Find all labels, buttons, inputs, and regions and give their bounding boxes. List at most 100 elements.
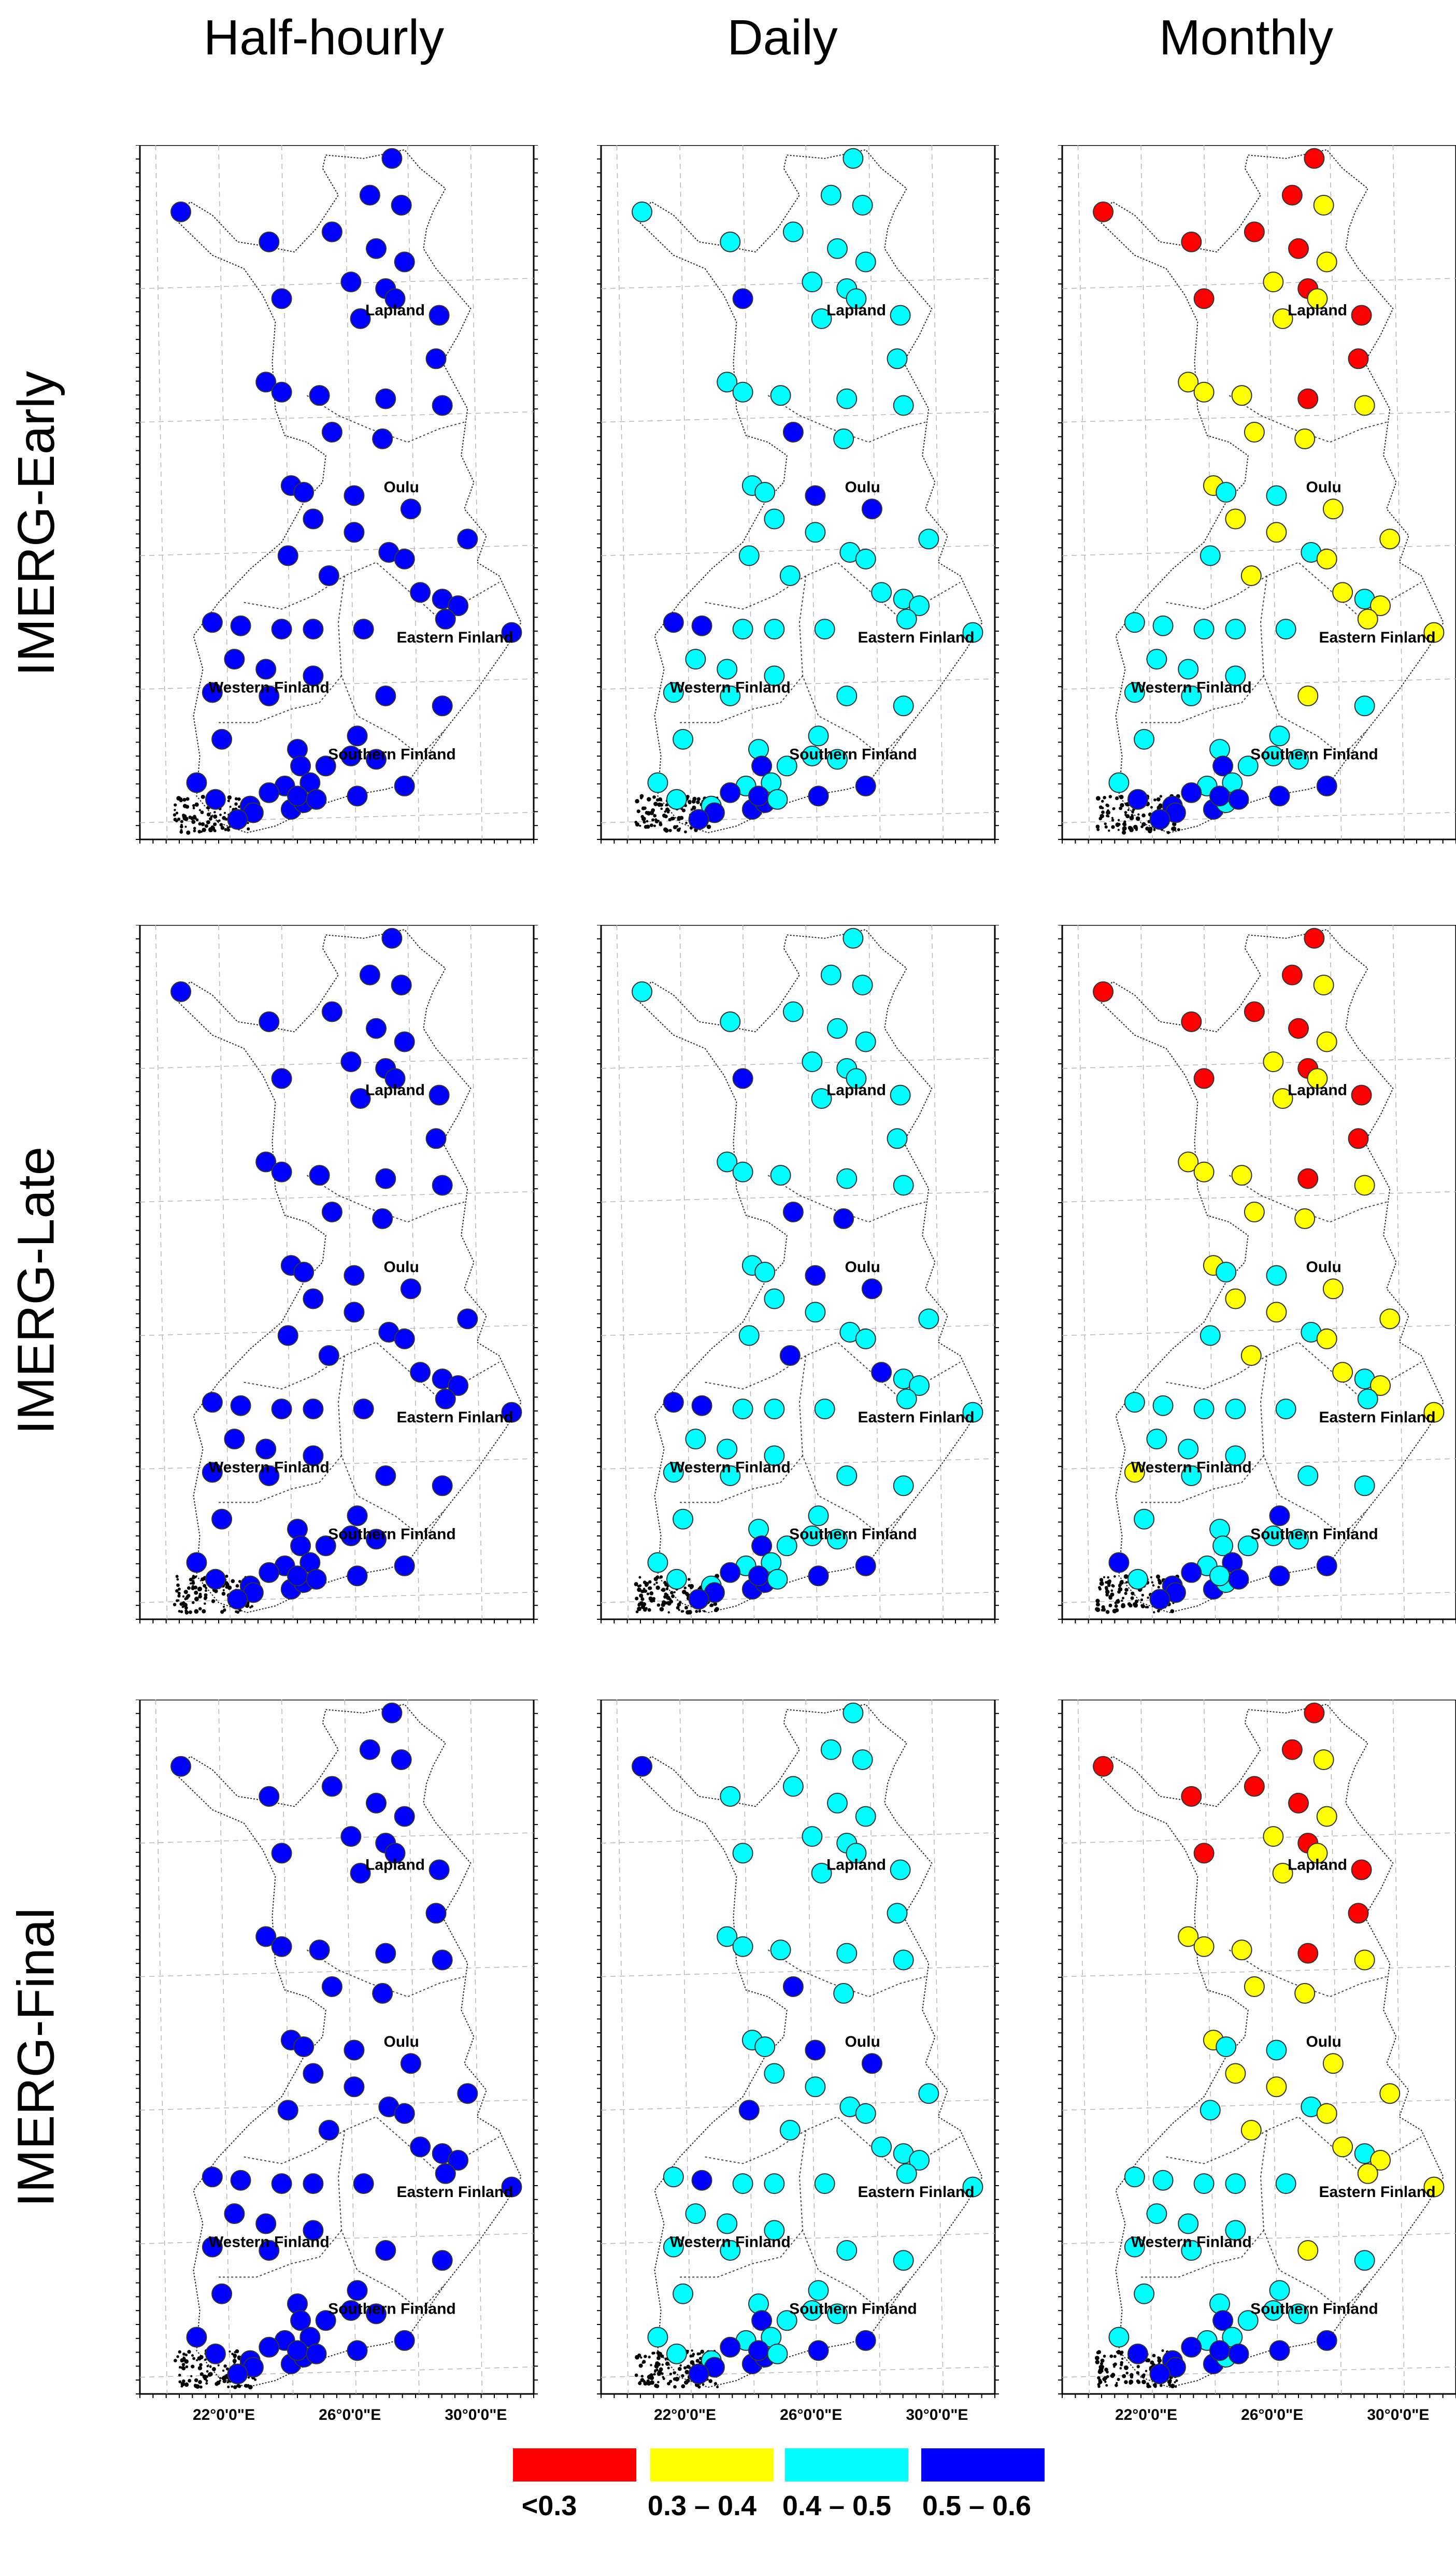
station-marker [1181,2240,1202,2261]
region-label-southern-finland: Southern Finland [1250,746,1378,763]
station-marker [1124,682,1145,703]
station-marker [186,1552,207,1573]
station-marker [259,685,280,706]
region-label-eastern-finland: Eastern Finland [396,629,513,646]
station-marker [271,1936,292,1957]
lat-tick-label: 60°0'0"N [1052,795,1053,850]
station-marker [770,1939,791,1961]
station-marker [720,1011,741,1032]
station-marker [1228,2343,1249,2364]
station-marker [287,786,308,807]
station-marker [732,1936,753,1957]
station-marker [271,2173,292,2194]
station-marker [1370,1375,1391,1396]
station-marker [782,1776,804,1797]
station-marker [1275,619,1296,640]
station-marker [259,231,280,252]
tick-marks [1058,925,1456,1623]
map-frame [1061,1700,1456,2395]
station-marker [887,1128,908,1149]
station-marker [255,1151,277,1173]
station-marker [277,2100,298,2121]
station-marker [303,665,324,687]
region-boundary [1260,1355,1368,1537]
station-marker [855,1328,876,1349]
station-marker [751,1535,773,1557]
lat-tick-label: 68°0'0"N [130,1816,131,1871]
station-marker [1225,1399,1246,1420]
station-marker [802,1525,823,1546]
station-marker [1288,1018,1309,1039]
map-frame [139,145,535,840]
station-marker [1316,1806,1337,1827]
station-marker [391,974,412,995]
station-marker [1152,615,1174,636]
tick-marks [1058,1700,1456,2398]
station-marker [1266,522,1287,543]
station-marker [836,388,858,409]
lat-tick-label: 64°0'0"N [1052,1308,1053,1363]
station-marker [1216,2036,1237,2057]
lat-tick-label: 62°0'0"N [1052,1442,1053,1496]
station-marker [303,1399,324,1420]
region-label-eastern-finland: Eastern Finland [396,1409,513,1426]
station-marker [1332,582,1353,603]
station-marker [259,782,280,803]
station-marker [871,1362,892,1383]
station-marker [720,1786,741,1807]
station-marker [255,372,277,393]
station-marker [340,2300,362,2321]
station-marker [432,395,453,416]
station-marker [432,2250,453,2271]
station-marker [1093,1756,1114,1777]
station-marker [211,1508,233,1530]
station-marker [1200,1325,1221,1346]
station-marker [871,2136,892,2158]
region-label-eastern-finland: Eastern Finland [1319,1409,1435,1426]
station-marker [347,1565,368,1587]
station-marker [381,148,403,169]
lat-tick-label: 66°0'0"N [1052,1949,1053,2004]
station-marker [748,1565,769,1587]
map-svg: Lapland Oulu Eastern Finland Western Finlan… [1052,1700,1456,2423]
station-marker [1266,1302,1287,1323]
tick-marks [136,145,538,844]
station-marker [663,1392,684,1413]
station-marker [1294,1208,1316,1229]
station-marker [227,809,248,830]
station-marker [271,288,292,309]
station-marker [1357,608,1378,630]
station-marker [1181,1562,1202,1583]
station-marker [1225,665,1246,687]
region-label-oulu: Oulu [1306,479,1341,496]
station-marker [315,1535,336,1557]
station-marker [1322,498,1344,520]
station-marker [435,608,456,630]
station-marker [350,1863,371,1884]
station-marker [344,1302,365,1323]
station-marker [227,2363,248,2385]
station-marker [432,1475,453,1496]
station-marker [384,1068,406,1089]
region-boundary [1141,1455,1264,1503]
station-marker [1351,1085,1372,1106]
station-marker [1181,782,1202,803]
country-outline [1096,149,1444,834]
station-marker [1108,772,1130,793]
station-marker [391,194,412,216]
station-marker [732,2173,753,2194]
region-boundary [337,2130,446,2312]
station-marker [432,1175,453,1196]
station-marker [808,1505,829,1527]
station-marker [170,1756,192,1777]
station-marker [384,1843,406,1864]
station-marker [1149,1589,1170,1610]
lat-tick-label: 66°0'0"N [591,1175,592,1230]
station-marker [366,1529,387,1550]
country-outline [174,149,522,834]
station-marker [1225,2220,1246,2241]
region-label-lapland: Lapland [365,302,425,319]
station-marker [1357,2163,1378,2184]
station-marker [1178,1151,1199,1173]
lat-tick-label: 60°0'0"N [591,2350,592,2405]
